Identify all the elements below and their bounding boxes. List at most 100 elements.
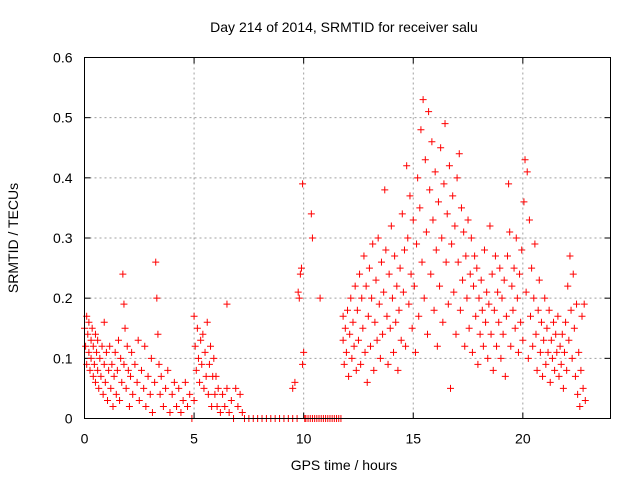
data-point	[170, 378, 178, 386]
data-point	[360, 252, 368, 260]
data-point	[128, 348, 136, 356]
data-point	[201, 348, 209, 356]
data-point	[505, 180, 513, 188]
data-point	[117, 354, 125, 362]
data-point	[364, 312, 372, 320]
data-point	[137, 366, 145, 374]
data-point	[399, 288, 407, 296]
data-point	[400, 246, 408, 254]
data-point	[119, 270, 127, 278]
data-point	[385, 270, 393, 278]
data-point	[89, 342, 97, 350]
data-point	[495, 318, 503, 326]
data-point	[190, 312, 198, 320]
data-point	[476, 330, 484, 338]
data-point	[179, 396, 187, 404]
data-point	[530, 294, 538, 302]
data-point	[375, 300, 383, 308]
x-tick-label: 15	[405, 431, 421, 447]
data-point	[520, 198, 528, 206]
data-point	[417, 126, 425, 134]
data-point	[489, 366, 497, 374]
data-point	[496, 264, 504, 272]
data-point	[541, 294, 549, 302]
data-point	[110, 372, 118, 380]
data-point	[442, 258, 450, 266]
data-point	[104, 396, 112, 404]
data-point	[429, 216, 437, 224]
data-point	[289, 384, 297, 392]
data-point	[478, 306, 486, 314]
data-point	[297, 264, 305, 272]
data-point	[234, 402, 242, 410]
y-tick-label: 0.5	[53, 110, 73, 126]
data-point	[480, 246, 488, 254]
data-point	[426, 186, 434, 194]
data-point	[84, 330, 92, 338]
data-point	[212, 372, 220, 380]
data-point	[227, 396, 235, 404]
data-point	[518, 246, 526, 254]
data-point	[462, 252, 470, 260]
data-point	[437, 144, 445, 152]
data-points	[81, 96, 589, 422]
data-point	[341, 324, 349, 332]
data-point	[118, 378, 126, 386]
data-point	[451, 222, 459, 230]
data-point	[203, 318, 211, 326]
data-point	[402, 342, 410, 350]
data-point	[121, 324, 129, 332]
data-point	[493, 342, 501, 350]
data-point	[580, 300, 588, 308]
data-point	[384, 360, 392, 368]
data-point	[459, 276, 467, 284]
data-point	[207, 342, 215, 350]
data-point	[464, 216, 472, 224]
data-point	[357, 360, 365, 368]
data-point	[193, 324, 201, 332]
data-point	[168, 390, 176, 398]
data-point	[556, 342, 564, 350]
y-tick-label: 0.6	[53, 50, 73, 66]
data-point	[521, 156, 529, 164]
data-point	[485, 300, 493, 308]
data-point	[219, 390, 227, 398]
data-point	[86, 366, 94, 374]
data-point	[232, 384, 240, 392]
data-point	[487, 330, 495, 338]
data-point	[545, 306, 553, 314]
data-point	[346, 330, 354, 338]
data-point	[490, 306, 498, 314]
data-point	[516, 270, 524, 278]
data-point	[573, 300, 581, 308]
data-point	[299, 180, 307, 188]
data-point	[349, 318, 357, 326]
data-point	[410, 282, 418, 290]
data-point	[186, 390, 194, 398]
data-point	[396, 264, 404, 272]
data-point	[411, 348, 419, 356]
data-point	[432, 246, 440, 254]
data-point	[525, 216, 533, 224]
plot-frame	[84, 57, 611, 419]
data-point	[436, 282, 444, 290]
data-point	[87, 336, 95, 344]
data-point	[339, 336, 347, 344]
data-point	[550, 318, 558, 326]
data-point	[377, 258, 385, 266]
data-point	[513, 294, 521, 302]
data-point	[536, 348, 544, 356]
data-point	[547, 336, 555, 344]
data-point	[407, 270, 415, 278]
data-point	[181, 378, 189, 386]
data-point	[502, 312, 510, 320]
y-tick-label: 0.3	[53, 230, 73, 246]
data-point	[96, 354, 104, 362]
data-point	[97, 372, 105, 380]
data-point	[111, 348, 119, 356]
data-point	[372, 276, 380, 284]
data-point	[514, 348, 522, 356]
data-point	[472, 312, 480, 320]
data-point	[405, 300, 413, 308]
data-point	[452, 330, 460, 338]
